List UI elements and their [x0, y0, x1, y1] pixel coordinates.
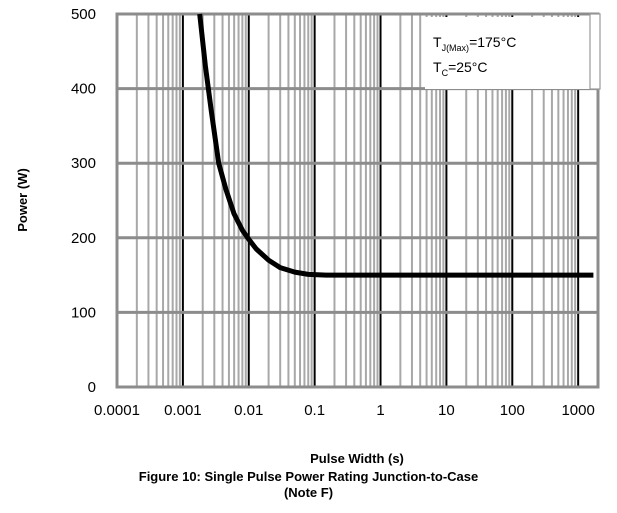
- chart-grid: [115, 12, 600, 389]
- power-curve-line: [197, 13, 594, 278]
- x-axis-label: Pulse Width (s): [310, 451, 404, 466]
- x-tick-label: 1: [376, 402, 384, 419]
- annotation-tj-sub: J(Max): [442, 43, 470, 53]
- x-tick-label: 0.01: [234, 402, 263, 419]
- annotation-tj: TJ(Max)=175°C: [433, 34, 516, 53]
- y-tick-label: 200: [71, 230, 96, 247]
- x-tick-label: 0.0001: [94, 402, 140, 419]
- annotation-tc-sub: C: [442, 68, 449, 78]
- annotation-box-edge: [589, 13, 601, 90]
- x-tick-label: 1000: [561, 402, 594, 419]
- plot-frame: [115, 12, 600, 389]
- y-tick-label: 0: [88, 379, 96, 396]
- annotation-box: [425, 17, 590, 89]
- annotation-tc-rest: =25°C: [448, 59, 487, 75]
- x-tick-label: 10: [438, 402, 455, 419]
- figure-caption-line2: (Note F): [283, 485, 334, 500]
- y-tick-label: 400: [71, 81, 96, 98]
- x-tick-label: 0.1: [304, 402, 325, 419]
- figure-caption-line1: Figure 10: Single Pulse Power Rating Jun…: [138, 469, 479, 484]
- annotation-tc: TC=25°C: [433, 59, 488, 78]
- series-group: [197, 13, 594, 278]
- x-tick-label: 0.001: [164, 402, 202, 419]
- annotation-tj-rest: =175°C: [469, 34, 516, 50]
- x-tick-labels: 0.0001 0.001 0.01 0.1 1 10 100 1000: [94, 402, 595, 419]
- y-tick-label: 300: [71, 155, 96, 172]
- annotation-tj-main: T: [433, 34, 442, 50]
- y-axis-label: Power (W): [15, 168, 30, 232]
- y-tick-label: 100: [71, 304, 96, 321]
- annotation-tc-main: T: [433, 59, 442, 75]
- x-tick-label: 100: [500, 402, 525, 419]
- y-tick-labels: 0 100 200 300 400 500: [71, 6, 96, 396]
- y-tick-label: 500: [71, 6, 96, 23]
